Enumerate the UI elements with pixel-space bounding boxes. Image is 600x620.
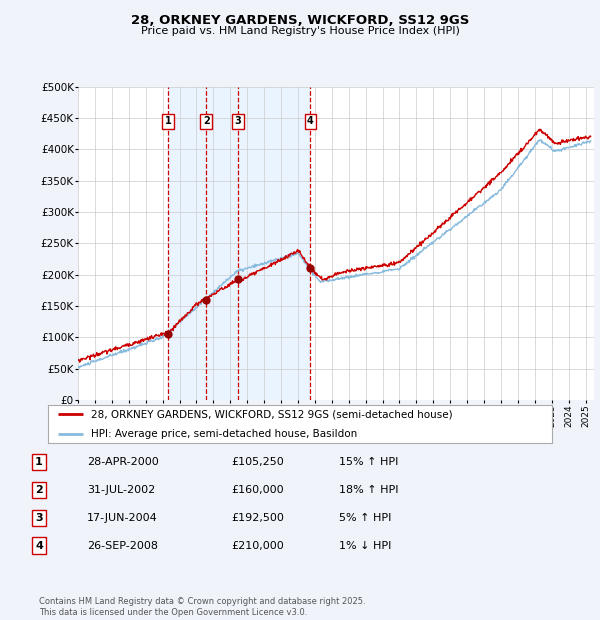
- Text: 28, ORKNEY GARDENS, WICKFORD, SS12 9GS (semi-detached house): 28, ORKNEY GARDENS, WICKFORD, SS12 9GS (…: [91, 409, 452, 420]
- Text: 2: 2: [203, 116, 209, 126]
- Text: £105,250: £105,250: [231, 457, 284, 467]
- Text: 1: 1: [164, 116, 172, 126]
- Text: 4: 4: [35, 541, 43, 551]
- Text: 18% ↑ HPI: 18% ↑ HPI: [339, 485, 398, 495]
- Text: Price paid vs. HM Land Registry's House Price Index (HPI): Price paid vs. HM Land Registry's House …: [140, 26, 460, 36]
- Text: 3: 3: [35, 513, 43, 523]
- Text: £192,500: £192,500: [231, 513, 284, 523]
- Text: 5% ↑ HPI: 5% ↑ HPI: [339, 513, 391, 523]
- Text: 15% ↑ HPI: 15% ↑ HPI: [339, 457, 398, 467]
- Bar: [168, 87, 310, 400]
- Text: 3: 3: [235, 116, 241, 126]
- Text: 26-SEP-2008: 26-SEP-2008: [87, 541, 158, 551]
- Text: 28, ORKNEY GARDENS, WICKFORD, SS12 9GS: 28, ORKNEY GARDENS, WICKFORD, SS12 9GS: [131, 14, 469, 27]
- Text: 31-JUL-2002: 31-JUL-2002: [87, 485, 155, 495]
- Text: 1% ↓ HPI: 1% ↓ HPI: [339, 541, 391, 551]
- Text: 4: 4: [307, 116, 314, 126]
- Text: 17-JUN-2004: 17-JUN-2004: [87, 513, 158, 523]
- Text: Contains HM Land Registry data © Crown copyright and database right 2025.
This d: Contains HM Land Registry data © Crown c…: [39, 598, 365, 617]
- Text: 2: 2: [35, 485, 43, 495]
- Text: HPI: Average price, semi-detached house, Basildon: HPI: Average price, semi-detached house,…: [91, 428, 357, 439]
- Text: £210,000: £210,000: [231, 541, 284, 551]
- Text: 1: 1: [35, 457, 43, 467]
- Text: £160,000: £160,000: [231, 485, 284, 495]
- Text: 28-APR-2000: 28-APR-2000: [87, 457, 159, 467]
